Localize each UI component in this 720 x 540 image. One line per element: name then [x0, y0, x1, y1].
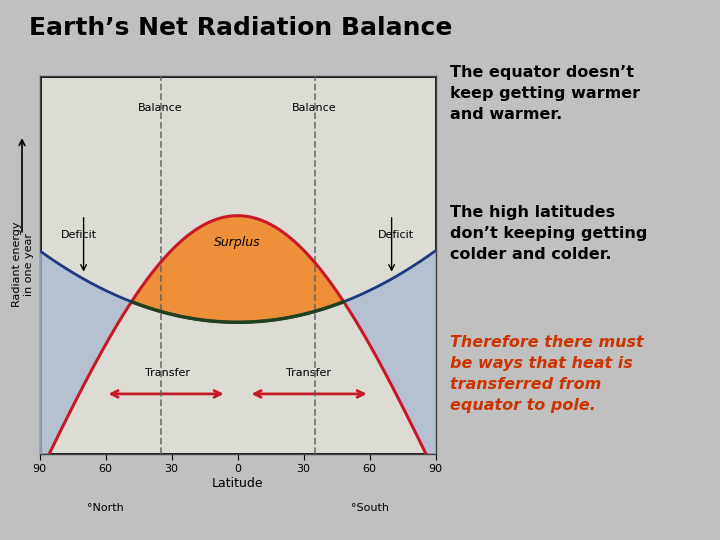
Text: The equator doesn’t
keep getting warmer
and warmer.: The equator doesn’t keep getting warmer … — [450, 65, 640, 122]
Text: Balance: Balance — [138, 104, 183, 113]
Text: °South: °South — [351, 503, 389, 514]
Text: Transfer: Transfer — [145, 368, 189, 378]
Y-axis label: Radiant energy
in one year: Radiant energy in one year — [12, 222, 34, 307]
Text: Therefore there must
be ways that heat is
transferred from
equator to pole.: Therefore there must be ways that heat i… — [450, 335, 644, 413]
Text: Deficit: Deficit — [378, 230, 414, 240]
Text: °North: °North — [87, 503, 124, 514]
Bar — [40, 76, 436, 454]
Text: Surplus: Surplus — [215, 236, 261, 249]
Text: Balance: Balance — [292, 104, 337, 113]
Text: Transfer: Transfer — [286, 368, 330, 378]
Text: Earth’s Net Radiation Balance: Earth’s Net Radiation Balance — [29, 16, 452, 40]
X-axis label: Latitude: Latitude — [212, 477, 264, 490]
Text: Deficit: Deficit — [61, 230, 97, 240]
Text: The high latitudes
don’t keeping getting
colder and colder.: The high latitudes don’t keeping getting… — [450, 205, 647, 262]
